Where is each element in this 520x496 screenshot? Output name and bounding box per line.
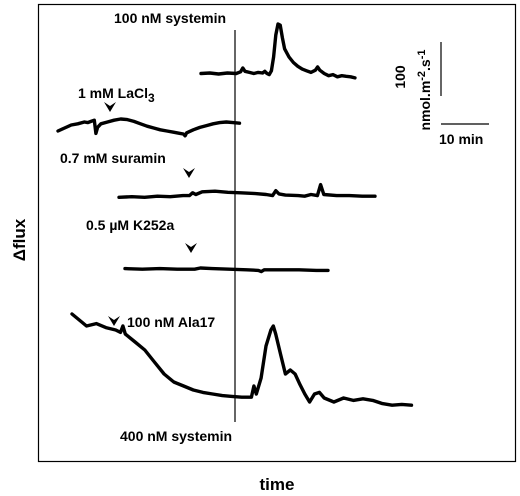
- trace-label-ala17: 100 nM Ala17: [127, 314, 215, 330]
- arrowhead-k252a: [185, 243, 197, 253]
- scale-bar-y-value: 100: [392, 65, 408, 89]
- arrowhead-lacl3: [104, 102, 116, 112]
- trace-label-systemin-400: 400 nM systemin: [120, 428, 232, 444]
- y-axis-label: Δflux: [10, 218, 29, 261]
- trace-systemin-400: [70, 312, 414, 407]
- trace-suramin: [117, 182, 377, 199]
- trace-lacl3: [56, 117, 242, 138]
- trace-label-systemin-100: 100 nM systemin: [114, 10, 226, 26]
- arrowhead-suramin: [183, 168, 195, 178]
- trace-systemin-100: [199, 22, 357, 80]
- x-axis-label: time: [260, 475, 295, 494]
- trace-label-k252a: 0.5 µM K252a: [86, 217, 174, 233]
- arrowhead-ala17: [108, 316, 120, 326]
- trace-label-suramin: 0.7 mM suramin: [60, 150, 166, 166]
- scale-bar: 100 nmol.m-2.s-1 10 min: [392, 42, 489, 147]
- plot-frame: [37, 3, 517, 463]
- scale-bar-x-value: 10 min: [439, 131, 483, 147]
- trace-k252a: [123, 266, 330, 274]
- scale-bar-y-unit: nmol.m-2.s-1: [416, 49, 433, 130]
- trace-label-lacl3: 1 mM LaCl3: [78, 85, 155, 105]
